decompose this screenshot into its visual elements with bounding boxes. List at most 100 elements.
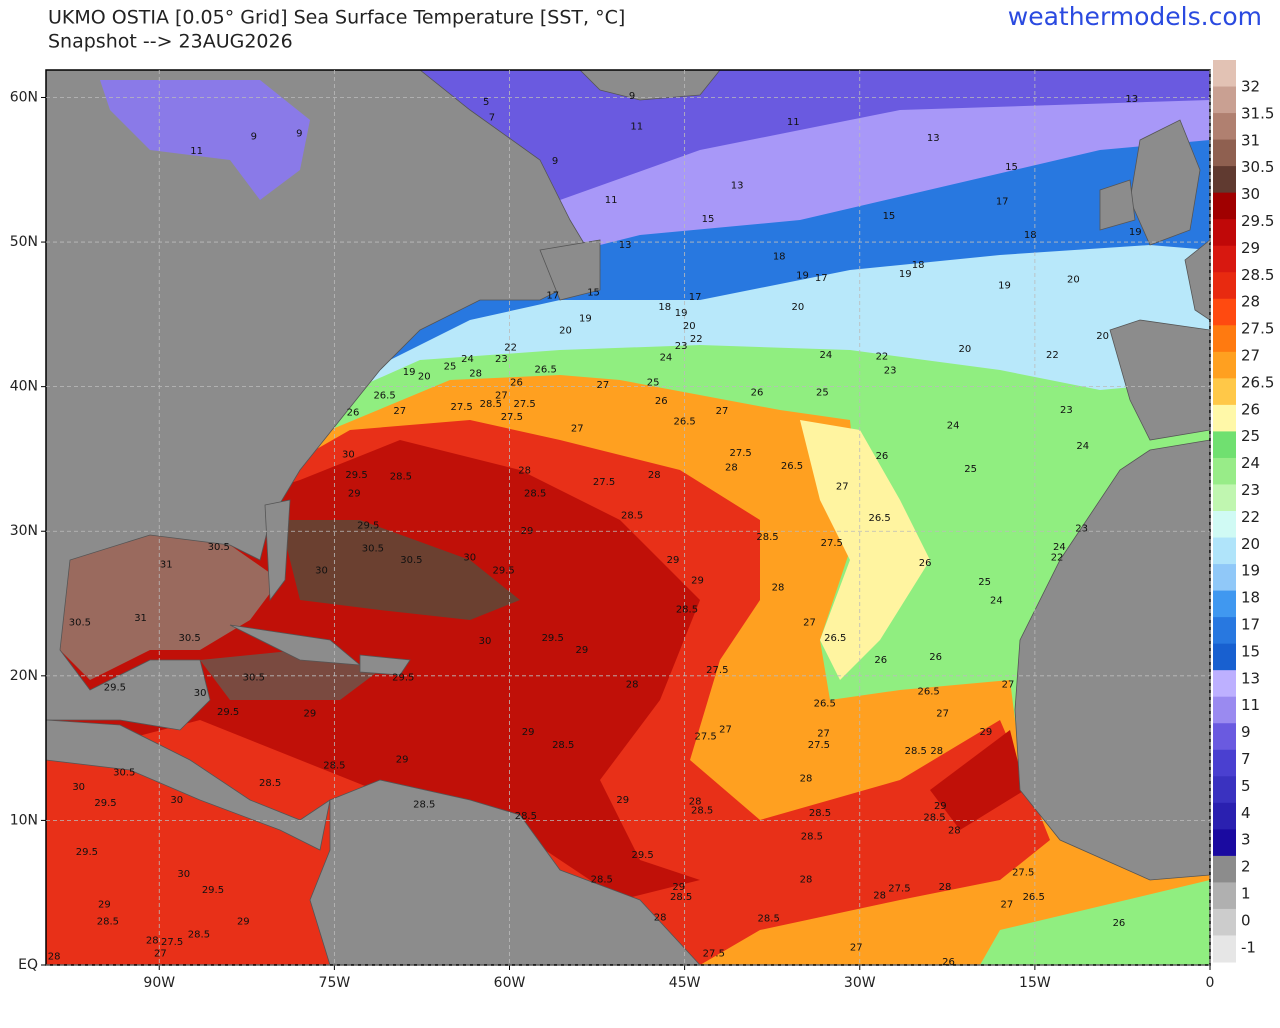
contour-label: 28 (873, 891, 886, 902)
contour-label: 9 (296, 129, 302, 140)
contour-label: 18 (1024, 230, 1037, 241)
contour-label: 20 (1096, 331, 1109, 342)
contour-label: 28.5 (552, 740, 574, 751)
colorbar-label: 27 (1241, 347, 1260, 365)
colorbar-swatch (1213, 431, 1236, 459)
contour-label: 30.5 (400, 555, 422, 566)
contour-label: 28 (725, 463, 738, 474)
x-tick-label: 45W (669, 975, 701, 991)
contour-label: 26.5 (1023, 892, 1045, 903)
contour-label: 28.5 (480, 399, 502, 410)
colorbar-swatch (1213, 696, 1236, 724)
x-tick-label: 90W (143, 975, 175, 991)
contour-label: 26.5 (917, 687, 939, 698)
contour-label: 20 (418, 372, 431, 383)
contour-label: 26 (655, 396, 668, 407)
contour-label: 11 (787, 117, 800, 128)
contour-label: 29 (348, 489, 361, 500)
colorbar-swatch (1213, 351, 1236, 379)
contour-label: 25 (647, 377, 660, 388)
contour-label: 27.5 (821, 538, 843, 549)
contour-label: 17 (996, 197, 1009, 208)
colorbar-swatch (1213, 749, 1236, 777)
colorbar-label: 22 (1241, 508, 1260, 526)
contour-label: 28.5 (524, 489, 546, 500)
contour-label: 13 (731, 181, 744, 192)
contour-label: 26 (929, 652, 942, 663)
contour-label: 24 (820, 350, 833, 361)
contour-label: 26 (942, 957, 955, 968)
contour-label: 26 (1113, 918, 1126, 929)
contour-label: 7 (489, 113, 495, 124)
contour-label: 28 (469, 369, 482, 380)
contour-label: 30 (479, 636, 492, 647)
y-tick-label: EQ (18, 957, 38, 973)
contour-label: 20 (683, 321, 696, 332)
contour-label: 27 (803, 617, 816, 628)
contour-label: 11 (630, 121, 643, 132)
contour-label: 24 (660, 353, 673, 364)
contour-label: 30.5 (243, 672, 265, 683)
colorbar-swatch (1213, 723, 1236, 751)
colorbar-label: 26.5 (1241, 373, 1274, 391)
contour-label: 22 (690, 334, 703, 345)
colorbar-label: 27.5 (1241, 320, 1274, 338)
contour-label: 26.5 (535, 364, 557, 375)
colorbar-swatch (1213, 590, 1236, 618)
colorbar-label: 30 (1241, 185, 1260, 203)
contour-label: 5 (483, 97, 489, 108)
colorbar-swatch (1213, 882, 1236, 910)
colorbar-swatch (1213, 378, 1236, 406)
contour-label: 27.5 (808, 740, 830, 751)
contour-label: 28 (939, 882, 952, 893)
colorbar-label: 0 (1241, 911, 1251, 929)
contour-label: 31 (134, 613, 147, 624)
contour-label: 22 (1046, 350, 1059, 361)
contour-label: 17 (689, 292, 702, 303)
site-name[interactable]: weathermodels.com (1008, 2, 1262, 31)
contour-label: 27 (719, 724, 732, 735)
contour-label: 29.5 (357, 520, 379, 531)
colorbar-label: 29.5 (1241, 212, 1274, 230)
colorbar-label: 25 (1241, 427, 1260, 445)
contour-label: 30 (194, 688, 207, 699)
colorbar-label: 11 (1241, 696, 1260, 714)
contour-label: 30 (463, 552, 476, 563)
x-tick-label: 15W (1019, 975, 1051, 991)
title: UKMO OSTIA [0.05° Grid] Sea Surface Temp… (48, 7, 625, 29)
contour-label: 24 (1053, 542, 1066, 553)
contour-label: 31 (160, 559, 173, 570)
contour-label: 27 (1002, 679, 1015, 690)
contour-label: 20 (792, 302, 805, 313)
contour-label: 19 (899, 269, 912, 280)
contour-label: 28.5 (905, 746, 927, 757)
colorbar-label: 17 (1241, 616, 1260, 634)
colorbar-swatch (1213, 802, 1236, 830)
contour-label: 28.5 (691, 805, 713, 816)
contour-label: 18 (658, 302, 671, 313)
subtitle: Snapshot --> 23AUG2026 (48, 31, 293, 53)
y-tick-label: 30N (10, 523, 38, 539)
contour-label: 30.5 (208, 542, 230, 553)
contour-label: 30.5 (113, 768, 135, 779)
colorbar-swatch (1213, 564, 1236, 592)
contour-label: 26 (347, 408, 360, 419)
contour-label: 28.5 (413, 800, 435, 811)
contour-label: 13 (619, 240, 632, 251)
colorbar-label: 31.5 (1241, 104, 1274, 122)
contour-label: 27 (597, 380, 610, 391)
contour-label: 27 (716, 406, 729, 417)
contour-label: 28.5 (259, 778, 281, 789)
contour-label: 29 (522, 727, 535, 738)
contour-label: 27 (817, 729, 830, 740)
contour-label: 30 (315, 565, 328, 576)
contour-label: 27 (836, 481, 849, 492)
colorbar-swatch (1213, 643, 1236, 671)
contour-label: 27.5 (888, 883, 910, 894)
contour-label: 26.5 (814, 698, 836, 709)
contour-label: 27.5 (514, 399, 536, 410)
contour-label: 29 (576, 645, 589, 656)
y-tick-label: 20N (10, 668, 38, 684)
contour-label: 28.5 (670, 892, 692, 903)
